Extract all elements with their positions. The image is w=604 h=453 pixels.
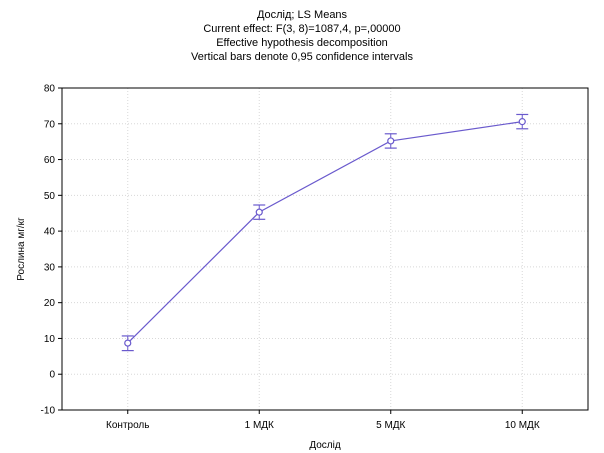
y-tick-label: 50 — [44, 191, 56, 202]
chart-subtitle-effect: Current effect: F(3, 8)=1087,4, p=,00000 — [203, 23, 401, 35]
chart-title-block: Дослід; LS Means Current effect: F(3, 8)… — [0, 8, 604, 64]
chart-subtitle-ci-note: Vertical bars denote 0,95 confidence int… — [191, 51, 413, 63]
chart-title: Дослід; LS Means — [256, 9, 348, 21]
y-tick-label: 40 — [44, 227, 56, 238]
x-tick-label: 1 МДК — [245, 420, 274, 431]
series-line — [127, 121, 523, 344]
y-tick-label: 20 — [44, 298, 56, 309]
grid — [62, 87, 588, 411]
x-tick-label: 10 МДК — [505, 420, 540, 431]
y-tick-label: 70 — [44, 119, 56, 130]
y-tick-label: 60 — [44, 155, 56, 166]
data-point — [255, 208, 263, 216]
plot-frame — [61, 87, 589, 411]
x-tick-label: 5 МДК — [376, 420, 405, 431]
x-axis-ticks: Контроль 1 МДК 5 МДК 10 МДК — [106, 410, 540, 431]
data-point — [387, 137, 395, 145]
series-layer — [121, 113, 529, 352]
chart-subtitle-decomposition: Effective hypothesis decomposition — [216, 37, 388, 49]
y-tick-label: 30 — [44, 262, 56, 273]
y-tick-label: -10 — [41, 406, 56, 417]
y-axis-title: Рослина мг/кг — [16, 217, 27, 281]
y-tick-label: 10 — [44, 334, 56, 345]
x-axis-title: Дослід — [309, 440, 341, 451]
data-point — [124, 339, 132, 347]
data-point — [518, 118, 526, 126]
y-axis-ticks: -10 0 10 20 30 40 50 60 70 80 — [41, 84, 62, 417]
x-tick-label: Контроль — [106, 420, 149, 431]
y-tick-label: 80 — [44, 84, 56, 95]
y-tick-label: 0 — [49, 370, 55, 381]
